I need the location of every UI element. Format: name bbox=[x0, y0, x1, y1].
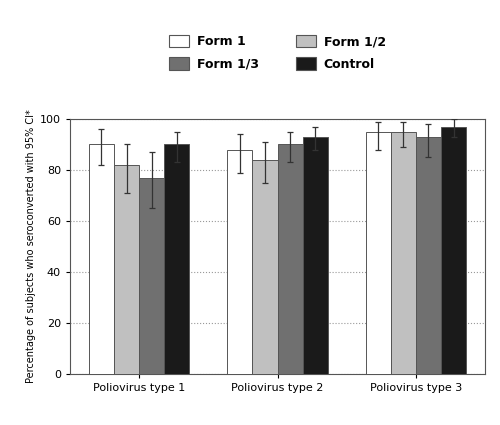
Bar bbox=[139, 178, 164, 374]
Bar bbox=[416, 137, 441, 374]
Bar bbox=[252, 160, 278, 374]
Bar bbox=[441, 127, 466, 374]
Y-axis label: Percentage of subjects who seroconverted with 95% CI*: Percentage of subjects who seroconverted… bbox=[26, 110, 36, 383]
Bar bbox=[114, 165, 139, 374]
Bar bbox=[227, 150, 252, 374]
Bar bbox=[89, 144, 114, 374]
Bar bbox=[366, 132, 390, 374]
Legend: Form 1, Form 1/3, Form 1/2, Control: Form 1, Form 1/3, Form 1/2, Control bbox=[163, 28, 392, 77]
Bar bbox=[302, 137, 328, 374]
Bar bbox=[390, 132, 416, 374]
Bar bbox=[278, 144, 302, 374]
Bar bbox=[164, 144, 190, 374]
